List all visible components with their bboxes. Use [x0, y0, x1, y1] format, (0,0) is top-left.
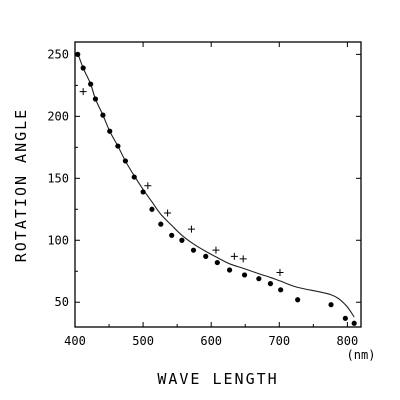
x-axis-unit: (nm)	[347, 348, 376, 362]
x-tick-label: 700	[268, 334, 290, 348]
dot-point	[267, 281, 274, 287]
dot-point	[149, 206, 155, 212]
x-tick-label: 400	[64, 334, 86, 348]
y-tick-label: 150	[47, 171, 69, 185]
x-axis-title: WAVE LENGTH	[157, 370, 278, 388]
plus-point	[230, 252, 238, 260]
dot-point	[122, 158, 128, 164]
y-tick-label: 250	[47, 47, 69, 61]
dot-point	[92, 96, 99, 102]
dot-point	[295, 297, 301, 303]
dot-point	[80, 65, 86, 71]
dot-point	[256, 276, 262, 282]
plus-point	[212, 246, 220, 254]
plus-point	[239, 255, 247, 263]
dot-point	[203, 253, 209, 259]
dot-point	[107, 128, 113, 134]
dot-point	[328, 302, 334, 308]
plus-point	[276, 268, 284, 276]
fit-curve	[77, 52, 355, 318]
dot-point	[342, 315, 348, 321]
y-tick-label: 200	[47, 109, 69, 123]
dot-point	[169, 232, 175, 238]
plus-point	[144, 182, 152, 190]
dot-point	[190, 247, 197, 253]
dot-point	[179, 237, 185, 243]
plus-point	[79, 88, 87, 96]
dot-point	[241, 272, 248, 278]
x-axis-ticks: 400 500 600 700 800	[64, 42, 358, 348]
dot-point	[351, 320, 357, 326]
dot-point	[75, 51, 81, 57]
dot-point	[100, 112, 106, 118]
dot-point	[115, 143, 121, 149]
plus-point	[187, 225, 195, 233]
dot-point	[140, 189, 146, 195]
dot-point	[158, 221, 164, 227]
y-tick-label: 50	[55, 295, 69, 309]
dot-point	[88, 81, 94, 87]
dot-point	[226, 267, 233, 273]
y-axis-ticks: 50 100 150 200 250	[47, 47, 361, 309]
y-axis-title: ROTATION ANGLE	[12, 108, 30, 262]
plot-frame	[74, 41, 362, 328]
dot-point	[214, 259, 220, 266]
x-tick-label: 600	[200, 334, 222, 348]
x-tick-label: 800	[337, 334, 359, 348]
x-tick-label: 500	[132, 334, 154, 348]
dot-point	[278, 287, 284, 293]
dot-point	[131, 174, 137, 180]
plus-point	[164, 209, 172, 217]
series-layer	[75, 51, 357, 326]
y-tick-label: 100	[47, 233, 69, 247]
